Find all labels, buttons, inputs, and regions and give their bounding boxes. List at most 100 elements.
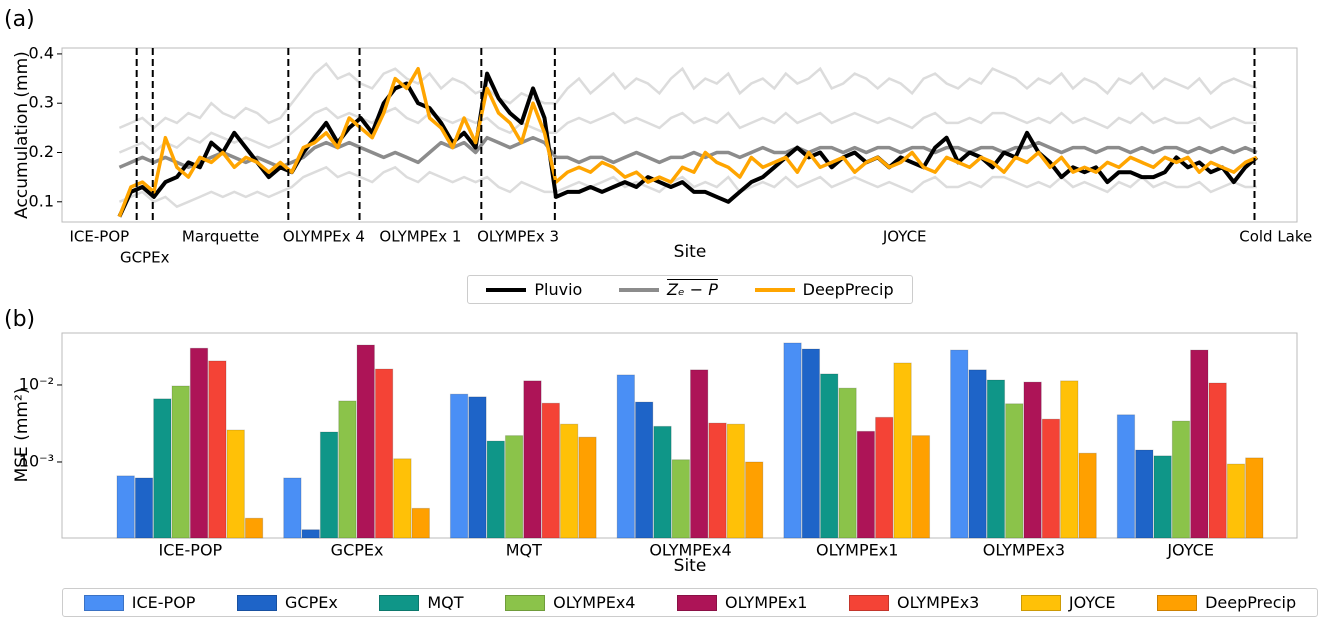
- legend-label: GCPEx: [285, 593, 338, 612]
- bar: [1245, 457, 1264, 539]
- bar: [671, 459, 691, 539]
- bar: [950, 349, 969, 539]
- legend-swatch: [677, 594, 718, 611]
- bar: [708, 422, 727, 539]
- y-tick-label: 0.1: [29, 191, 54, 210]
- bar: [374, 368, 394, 539]
- x-tick-label: OLYMPEx4: [649, 541, 731, 560]
- y-tick-label: 10⁻³: [19, 451, 54, 470]
- bar: [1041, 418, 1061, 539]
- plot-frame: [61, 47, 1298, 223]
- panel-label: (a): [4, 7, 35, 32]
- data-line: [117, 71, 1259, 218]
- legend-label: MQT: [427, 593, 464, 612]
- bar: [338, 400, 357, 539]
- legend-label: Zₑ − P: [667, 280, 718, 299]
- legend-swatch: [1020, 594, 1061, 611]
- legend-item: GCPEx: [237, 593, 338, 612]
- bar: [875, 416, 894, 539]
- x-tick-label: OLYMPEx3: [983, 541, 1065, 560]
- bar: [578, 436, 597, 539]
- background-line: [118, 106, 1257, 155]
- legend-item: MQT: [379, 593, 464, 612]
- y-tick-label: 0.2: [29, 142, 54, 161]
- legend-swatch: [486, 287, 527, 292]
- bar: [116, 475, 135, 539]
- site-label: GCPEx: [120, 249, 170, 267]
- legend-item: DeepPrecip: [754, 280, 894, 299]
- x-tick-label: OLYMPEx1: [816, 541, 898, 560]
- legend-item: OLYMPEx1: [677, 593, 807, 612]
- legend-swatch: [848, 594, 889, 611]
- bar: [653, 425, 672, 539]
- legend-swatch: [83, 594, 124, 611]
- y-axis-label: Accumulation (mm): [12, 51, 32, 219]
- legend-item: Zₑ − P: [619, 280, 718, 299]
- bar: [134, 477, 154, 539]
- legend-label: DeepPrecip: [1205, 593, 1297, 612]
- bar: [1023, 381, 1042, 539]
- bar: [541, 402, 560, 539]
- bar: [1135, 449, 1154, 539]
- x-axis-label: Site: [674, 556, 707, 576]
- bar: [616, 374, 635, 539]
- y-tick-label: 10⁻²: [19, 374, 54, 393]
- legend: ICE-POP GCPEx MQT OLYMPEx4 OLYMPEx1 OLYMPEx3 J…: [62, 588, 1318, 617]
- bar: [838, 387, 857, 539]
- legend-item: JOYCE: [1020, 593, 1116, 612]
- legend-label: ICE-POP: [131, 593, 196, 612]
- bar: [1171, 420, 1191, 539]
- bar: [1208, 382, 1227, 539]
- x-tick-label: MQT: [506, 541, 542, 560]
- site-label: JOYCE: [882, 228, 927, 246]
- bar: [356, 344, 375, 539]
- bar: [468, 396, 487, 539]
- panel-label: (b): [4, 307, 35, 332]
- legend-label: OLYMPEx1: [725, 593, 808, 612]
- bar: [523, 380, 542, 539]
- bar: [783, 342, 802, 539]
- site-label: Cold Lake: [1239, 228, 1312, 246]
- bar: [893, 362, 912, 539]
- bar: [1190, 349, 1209, 539]
- x-tick-label: ICE-POP: [159, 541, 223, 560]
- site-label: OLYMPEx 3: [477, 228, 559, 246]
- bar: [1116, 414, 1136, 539]
- legend-item: OLYMPEx4: [505, 593, 635, 612]
- site-label: ICE-POP: [69, 228, 129, 246]
- legend-item: ICE-POP: [83, 593, 196, 612]
- bar: [559, 423, 579, 539]
- bar: [393, 458, 412, 539]
- bar: [319, 431, 339, 539]
- bar: [634, 401, 654, 539]
- background-line: [118, 62, 1258, 130]
- bar: [726, 423, 746, 539]
- bar: [301, 529, 320, 539]
- legend-label: JOYCE: [1068, 593, 1116, 612]
- bar: [189, 347, 209, 539]
- legend-swatch: [619, 287, 660, 292]
- bar: [968, 369, 987, 539]
- legend-item: Pluvio: [486, 280, 582, 299]
- legend-swatch: [237, 594, 278, 611]
- bar: [153, 398, 172, 539]
- legend-label: OLYMPEx3: [896, 593, 980, 612]
- x-axis-label: Site: [674, 242, 707, 262]
- bar: [449, 393, 469, 539]
- y-tick-label: 0.3: [29, 93, 54, 112]
- bar: [411, 507, 430, 539]
- bar: [745, 461, 764, 539]
- legend: Pluvio Zₑ − P DeepPrecip: [467, 275, 913, 304]
- bar: [226, 429, 245, 539]
- bar: [820, 373, 839, 539]
- data-line: [118, 135, 1258, 170]
- y-axis-label: MSE (mm²): [12, 388, 32, 483]
- bar: [208, 360, 227, 539]
- legend-label: Pluvio: [534, 280, 583, 299]
- data-line: [117, 66, 1258, 218]
- bar: [1060, 380, 1079, 539]
- bar: [171, 385, 190, 539]
- bar: [1153, 455, 1172, 539]
- bar: [283, 477, 302, 539]
